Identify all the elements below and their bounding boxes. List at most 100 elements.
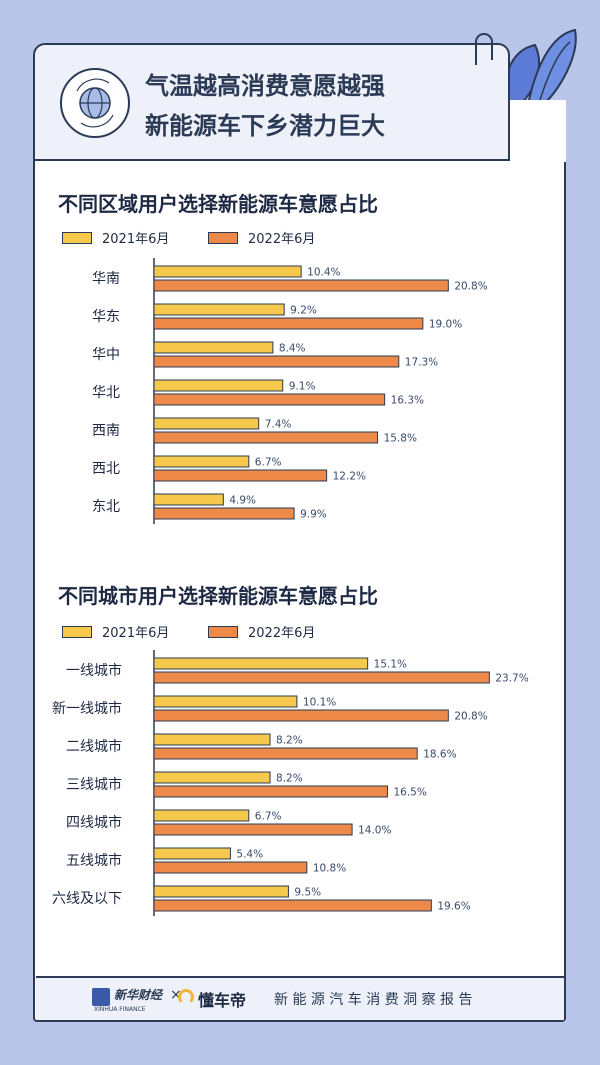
data-label: 14.0% — [358, 825, 391, 837]
bar-2022 — [153, 671, 490, 684]
dongchedi-logo-icon — [178, 989, 194, 1005]
chart2-legend-2021: 2021年6月 — [62, 622, 169, 641]
category-label: 华中 — [92, 347, 120, 363]
data-label: 15.8% — [384, 433, 417, 445]
data-label: 10.4% — [307, 267, 340, 279]
category-label: 西南 — [92, 423, 120, 439]
chart2-legend-2022: 2022年6月 — [208, 622, 315, 641]
data-label: 9.1% — [289, 381, 316, 393]
data-label: 18.6% — [423, 749, 456, 761]
category-label: 西北 — [92, 461, 120, 477]
data-label: 4.9% — [229, 495, 256, 507]
category-label: 四线城市 — [66, 814, 122, 831]
data-label: 12.2% — [333, 471, 366, 483]
bar-2021 — [153, 455, 250, 468]
chart1-legend-2022: 2022年6月 — [208, 228, 315, 247]
data-label: 10.8% — [313, 863, 346, 875]
data-label: 20.8% — [454, 711, 487, 723]
category-label: 二线城市 — [66, 738, 122, 755]
bar-2021 — [153, 809, 250, 822]
data-label: 9.2% — [290, 305, 317, 317]
bar-2021 — [153, 417, 260, 430]
legend-label: 2022年6月 — [248, 232, 316, 247]
globe-arrow-bottom — [80, 114, 114, 128]
category-label: 华东 — [92, 309, 120, 325]
chart2-title: 不同城市用户选择新能源车意愿占比 — [58, 584, 378, 608]
legend-label: 2021年6月 — [102, 232, 170, 247]
category-label: 三线城市 — [66, 776, 122, 793]
ear-inner — [539, 41, 571, 101]
data-label: 19.6% — [437, 901, 470, 913]
globe-icon — [60, 68, 130, 138]
bar-2021 — [153, 733, 271, 746]
bar-2021 — [153, 657, 369, 670]
data-label: 5.4% — [236, 849, 263, 861]
bar-2022 — [153, 355, 400, 368]
bar-2022 — [153, 861, 308, 874]
globe-arrow-top — [76, 78, 110, 92]
page-title-line1: 气温越高消费意愿越强 — [145, 72, 385, 100]
data-label: 8.4% — [279, 343, 306, 355]
bunny-ears-decoration — [505, 28, 577, 110]
data-label: 16.3% — [391, 395, 424, 407]
bar-2021 — [153, 885, 289, 898]
data-label: 7.4% — [265, 419, 292, 431]
bar-2021 — [153, 379, 284, 392]
legend-label: 2021年6月 — [102, 626, 170, 641]
xinhua-logo — [92, 988, 110, 1006]
bar-2021 — [153, 771, 271, 784]
logo-separator: × — [170, 987, 182, 1003]
legend-swatch-2021 — [62, 231, 92, 244]
logo1-subtext: XINHUA FINANCE — [94, 1006, 146, 1013]
chart1-legend-2021: 2021年6月 — [62, 228, 169, 247]
clip-icon — [475, 33, 493, 65]
data-label: 8.2% — [276, 735, 303, 747]
data-label: 6.7% — [255, 457, 282, 469]
data-label: 15.1% — [374, 659, 407, 671]
data-label: 20.8% — [454, 281, 487, 293]
data-label: 6.7% — [255, 811, 282, 823]
category-label: 五线城市 — [66, 852, 122, 869]
chart2-svg: 一线城市 15.1% 23.7% 新一线城市 10.1% 20.8% 二线城市 8.2% 18.… — [52, 650, 529, 916]
report-title: 新 能 源 汽 车 消 费 洞 察 报 告 — [274, 992, 473, 1008]
bar-2021 — [153, 303, 285, 316]
bar-2022 — [153, 393, 386, 406]
category-label: 一线城市 — [66, 662, 122, 679]
bar-2022 — [153, 279, 449, 292]
bar-2022 — [153, 431, 379, 444]
category-label: 东北 — [92, 499, 120, 515]
footer: 新华财经 XINHUA FINANCE × 懂车帝 新 能 源 汽 车 消 费 … — [36, 976, 564, 1020]
data-label: 10.1% — [303, 697, 336, 709]
category-label: 六线及以下 — [52, 891, 122, 907]
legend-label: 2022年6月 — [248, 626, 316, 641]
bar-2022 — [153, 899, 432, 912]
page-title-line2: 新能源车下乡潜力巨大 — [145, 112, 385, 140]
bar-2021 — [153, 341, 274, 354]
bar-2022 — [153, 469, 328, 482]
data-label: 16.5% — [393, 787, 426, 799]
bar-2021 — [153, 847, 231, 860]
bar-2021 — [153, 695, 298, 708]
bar-2022 — [153, 709, 449, 722]
chart1-title: 不同区域用户选择新能源车意愿占比 — [58, 192, 378, 216]
logo1-text: 新华财经 — [114, 988, 163, 1002]
chart1-svg: 华南 10.4% 20.8% 华东 9.2% 19.0% 华中 8.4% 17.3% 华北 9.1%… — [92, 258, 488, 524]
data-label: 8.2% — [276, 773, 303, 785]
legend-swatch-2021 — [62, 625, 92, 638]
data-label: 9.9% — [300, 509, 327, 521]
data-label: 17.3% — [405, 357, 438, 369]
legend-swatch-2022 — [208, 231, 238, 244]
bar-2022 — [153, 317, 424, 330]
bar-2022 — [153, 747, 418, 760]
legend-swatch-2022 — [208, 625, 238, 638]
category-label: 华南 — [92, 271, 120, 287]
title-card — [33, 43, 510, 161]
logo2-text: 懂车帝 — [198, 991, 247, 1010]
category-label: 华北 — [92, 385, 120, 401]
bar-2022 — [153, 507, 295, 520]
data-label: 9.5% — [294, 887, 321, 899]
bar-2021 — [153, 265, 302, 278]
bar-2022 — [153, 785, 388, 798]
data-label: 23.7% — [495, 673, 528, 685]
data-label: 19.0% — [429, 319, 462, 331]
